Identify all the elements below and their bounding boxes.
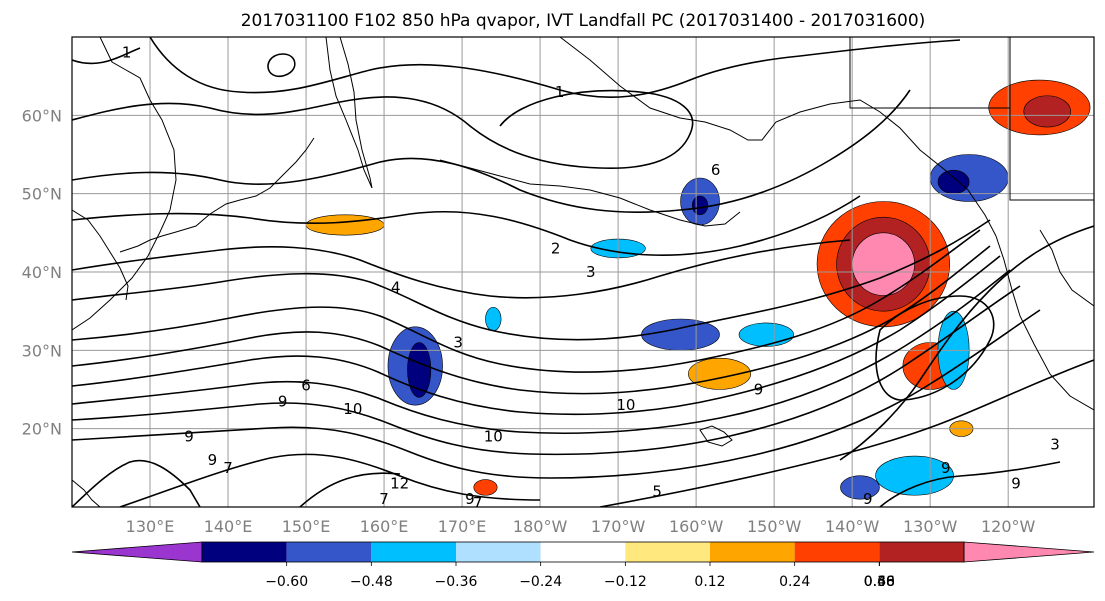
colorbar-tick-label: −0.12 xyxy=(604,574,647,590)
contour-label: 9 xyxy=(278,392,288,410)
colorbar-segment xyxy=(456,542,541,562)
contour-label: 9 xyxy=(184,428,194,446)
contour-label: 4 xyxy=(391,279,401,297)
anomaly-patch xyxy=(840,475,880,500)
lat-label: 60°N xyxy=(22,106,62,125)
colorbar-tick-label: −0.48 xyxy=(350,574,393,590)
lon-label: 140°W xyxy=(825,517,880,536)
colorbar-segment xyxy=(710,542,795,562)
colorbar-extend-high xyxy=(963,541,1095,563)
colorbar-segment xyxy=(879,542,964,562)
colorbar-tick-label: −0.36 xyxy=(435,574,478,590)
contour-label: 9 xyxy=(863,490,873,508)
contour-label: 6 xyxy=(711,161,721,179)
anomaly-patch xyxy=(473,479,498,496)
anomaly-patch xyxy=(641,318,720,351)
contour-label: 2 xyxy=(551,240,561,258)
colorbar-tick-label: 0.48 xyxy=(864,574,895,590)
colorbar-segment xyxy=(286,542,372,562)
colorbar xyxy=(71,541,1095,566)
colorbar-segment xyxy=(625,542,710,562)
lon-label: 150°W xyxy=(747,517,802,536)
lon-label: 120°W xyxy=(981,517,1036,536)
lat-label: 50°N xyxy=(22,185,62,204)
contour-label: 3 xyxy=(586,263,596,281)
contour-label: 9 xyxy=(208,451,218,469)
colorbar-segment xyxy=(371,542,456,562)
lon-label: 140°E xyxy=(204,517,253,536)
anomaly-patch xyxy=(305,214,385,236)
contour-label: 5 xyxy=(652,482,662,500)
contour-label: 9 xyxy=(941,459,951,477)
contour-label: 9 xyxy=(465,490,475,508)
lon-label: 180°W xyxy=(513,517,568,536)
contour-label: 10 xyxy=(616,396,635,414)
colorbar-tick-label: 0.60 xyxy=(864,574,895,590)
contour-label: 9 xyxy=(754,381,764,399)
latitude-labels: 60°N 50°N 40°N 30°N 20°N xyxy=(22,106,62,438)
colorbar-tick-label: 0.36 xyxy=(864,574,895,590)
longitude-labels: 130°E 140°E 150°E 160°E 170°E 180°W 170°… xyxy=(126,517,1036,536)
qvapor-contours xyxy=(72,37,1094,507)
lon-label: 150°E xyxy=(282,517,331,536)
contour-label: 12 xyxy=(390,475,409,493)
colorbar-extend-low xyxy=(71,541,203,563)
colorbar-segment xyxy=(540,542,626,562)
anomaly-patch xyxy=(875,455,954,496)
ivt-anomaly-fill xyxy=(305,79,1091,500)
lon-label: 170°W xyxy=(591,517,646,536)
contour-label: 7 xyxy=(223,459,233,477)
colorbar-segment xyxy=(794,542,880,562)
colorbar-segment xyxy=(202,542,287,562)
lat-label: 40°N xyxy=(22,263,62,282)
anomaly-patch xyxy=(937,169,970,194)
lon-label: 130°W xyxy=(903,517,958,536)
lon-label: 160°E xyxy=(360,517,409,536)
contour-label: 7 xyxy=(379,490,389,508)
lon-label: 130°E xyxy=(126,517,175,536)
lon-label: 170°E xyxy=(438,517,487,536)
contour-label: 1 xyxy=(122,44,132,62)
anomaly-patch xyxy=(485,306,502,332)
lat-label: 30°N xyxy=(22,341,62,360)
map-frame xyxy=(71,36,1095,508)
contour-label: 10 xyxy=(343,400,362,418)
coastlines xyxy=(72,37,1094,507)
contour-label: 6 xyxy=(301,377,311,395)
colorbar-outline xyxy=(201,541,965,563)
anomaly-patch xyxy=(1023,95,1071,128)
lat-label: 20°N xyxy=(22,420,62,439)
anomaly-patch xyxy=(851,232,915,296)
contour-label: 1 xyxy=(555,83,565,101)
contour-label: 9 xyxy=(1011,475,1021,493)
colorbar-tick-label: 0.12 xyxy=(694,574,725,590)
anomaly-patch xyxy=(738,322,794,347)
colorbar-tick-label: −0.60 xyxy=(265,574,308,590)
anomaly-patch xyxy=(407,342,432,398)
colorbar-tick-label: 0.24 xyxy=(779,574,810,590)
map-title: 2017031100 F102 850 hPa qvapor, IVT Land… xyxy=(241,11,926,31)
lat-lon-grid xyxy=(72,37,1094,507)
contour-label: 7 xyxy=(473,494,483,512)
contour-label: 3 xyxy=(453,334,463,352)
anomaly-patch xyxy=(691,195,709,216)
lon-label: 160°W xyxy=(669,517,724,536)
colorbar-tick-labels: −0.60 −0.48 −0.36 −0.24 −0.12 0.12 0.24 … xyxy=(265,574,895,590)
colorbar-tick-label: −0.24 xyxy=(519,574,562,590)
contour-label: 3 xyxy=(1050,435,1060,453)
contour-label: 10 xyxy=(484,428,503,446)
